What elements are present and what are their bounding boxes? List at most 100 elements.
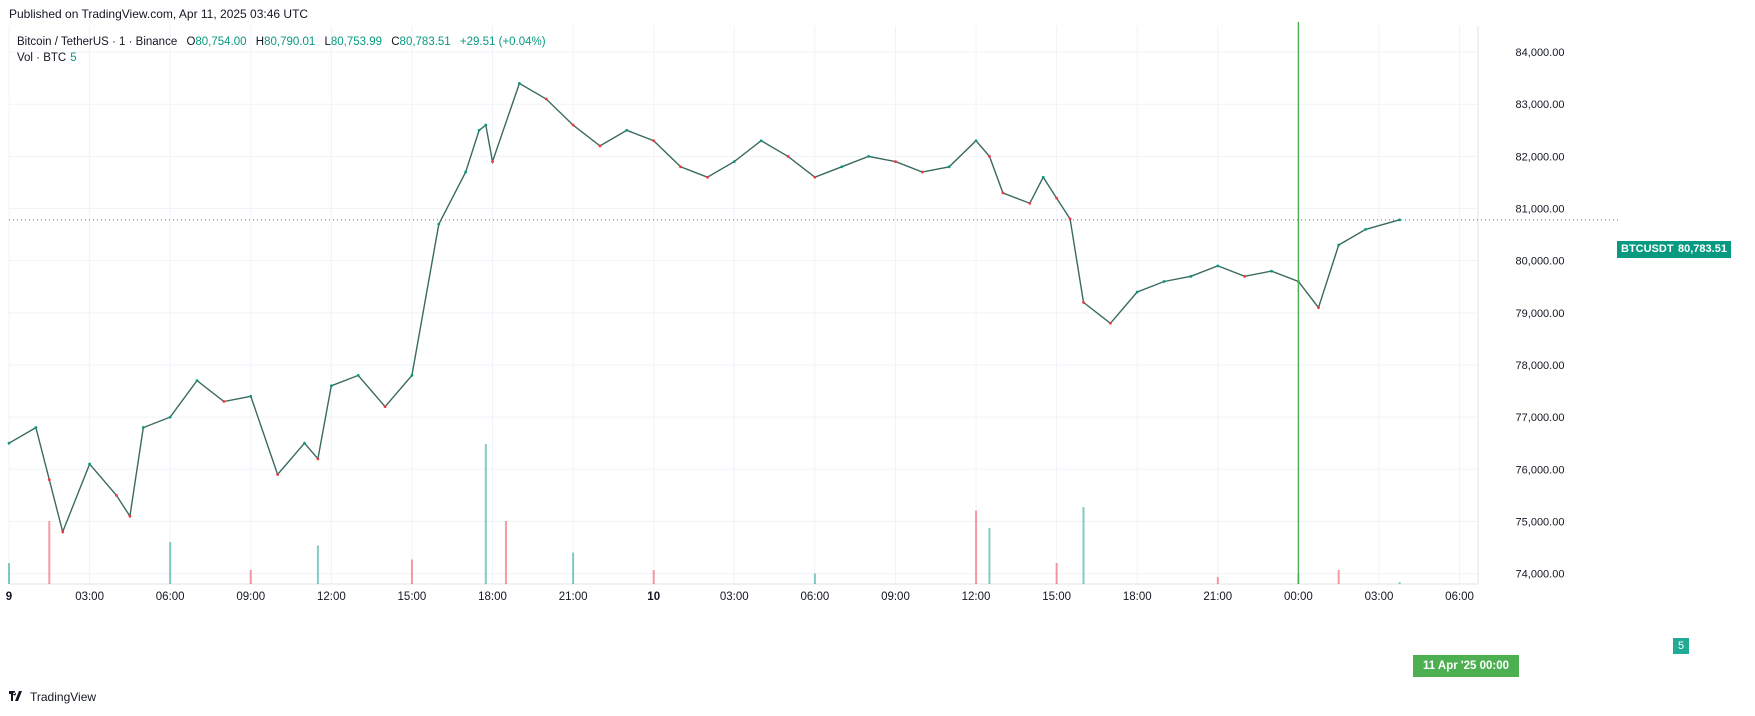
open-value: 80,754.00 — [195, 36, 247, 48]
price-point — [437, 222, 441, 226]
price-point — [1243, 274, 1247, 278]
volume-bar — [484, 444, 487, 584]
price-point — [222, 400, 226, 403]
price-point — [652, 139, 656, 143]
price-point — [477, 128, 481, 132]
price-point — [410, 374, 414, 377]
price-line — [8, 82, 1400, 535]
x-tick-label: 15:00 — [1042, 591, 1071, 603]
price-point — [1041, 175, 1045, 179]
price-point — [947, 165, 951, 169]
price-point — [1317, 306, 1320, 310]
price-point — [383, 405, 387, 409]
volume-bar — [169, 542, 172, 584]
x-tick-label: 06:00 — [156, 591, 185, 603]
volume-bar — [504, 521, 507, 584]
price-point — [786, 154, 790, 158]
x-tick-label: 9 — [6, 591, 12, 603]
volume-bar — [988, 528, 991, 584]
price-point — [1135, 290, 1139, 294]
x-tick-label: 18:00 — [1123, 591, 1152, 603]
price-point — [7, 441, 11, 445]
price-point — [813, 175, 817, 179]
price-point — [356, 374, 360, 377]
close-value: 80,783.51 — [399, 36, 451, 48]
price-point — [128, 514, 132, 518]
price-point — [316, 457, 320, 461]
y-tick-label: 84,000.00 — [1516, 47, 1565, 59]
price-point — [544, 97, 548, 101]
volume-bar — [1216, 577, 1219, 584]
price-point — [303, 441, 306, 445]
price-point — [249, 394, 253, 398]
volume-bar — [1337, 570, 1340, 584]
chart-legend: Bitcoin / TetherUS · 1 · Binance O80,754… — [17, 34, 546, 66]
x-tick-label: 10 — [647, 591, 660, 603]
price-point — [625, 128, 629, 132]
volume-bar — [975, 510, 978, 584]
volume-bar — [316, 545, 319, 584]
symbol-label[interactable]: Bitcoin / TetherUS · 1 · Binance — [17, 36, 178, 48]
price-point — [974, 139, 978, 143]
price-point — [1162, 280, 1166, 283]
volume-tag: 5 — [1673, 638, 1690, 654]
y-tick-label: 79,000.00 — [1516, 308, 1565, 320]
tradingview-logo-icon[interactable] — [9, 690, 25, 704]
ohlc-row: Bitcoin / TetherUS · 1 · Binance O80,754… — [17, 34, 546, 50]
price-point — [1001, 191, 1005, 195]
volume-row: Vol · BTC 5 — [17, 50, 546, 66]
price-point — [195, 379, 199, 383]
crosshair-time-label: 11 Apr '25 00:00 — [1413, 655, 1519, 677]
y-tick-label: 81,000.00 — [1516, 204, 1565, 216]
price-point — [1337, 243, 1341, 247]
low-label: L — [324, 36, 331, 48]
x-tick-label: 12:00 — [317, 591, 346, 603]
price-point — [1398, 218, 1401, 222]
price-point — [329, 384, 333, 388]
price-point — [276, 473, 280, 476]
low-value: 80,753.99 — [330, 36, 383, 48]
price-point — [1028, 201, 1032, 205]
price-point — [1364, 227, 1367, 231]
open-label: O — [186, 36, 196, 48]
price-point — [1189, 274, 1193, 278]
footer-brand[interactable]: TradingView — [30, 690, 97, 704]
change-value: +29.51 (+0.04%) — [459, 36, 546, 48]
price-point — [61, 530, 65, 534]
high-label: H — [255, 36, 265, 48]
price-point — [1270, 269, 1273, 273]
x-tick-label: 18:00 — [478, 591, 507, 603]
y-tick-label: 83,000.00 — [1516, 99, 1565, 111]
y-tick-label: 77,000.00 — [1516, 412, 1565, 424]
price-point — [988, 154, 991, 158]
price-point — [598, 144, 602, 148]
x-tick-label: 09:00 — [881, 591, 910, 603]
volume-bar — [1055, 563, 1058, 584]
volume-bar — [8, 563, 10, 584]
volume-bar — [652, 570, 655, 584]
price-point — [732, 160, 736, 163]
price-point — [141, 426, 145, 429]
volume-label[interactable]: Vol · BTC — [17, 52, 67, 64]
y-tick-label: 75,000.00 — [1516, 516, 1565, 528]
price-point — [706, 175, 709, 179]
close-label: C — [391, 36, 400, 48]
x-tick-label: 21:00 — [1203, 591, 1232, 603]
x-tick-label: 03:00 — [1365, 591, 1394, 603]
price-point — [34, 426, 38, 429]
price-point — [1055, 196, 1059, 200]
price-point — [894, 160, 897, 163]
y-tick-label: 82,000.00 — [1516, 151, 1565, 163]
x-tick-label: 15:00 — [398, 591, 427, 603]
x-tick-label: 21:00 — [559, 591, 588, 603]
y-tick-label: 80,000.00 — [1516, 256, 1565, 268]
price-point — [517, 81, 521, 85]
price-point — [571, 123, 575, 127]
x-tick-label: 06:00 — [1445, 591, 1474, 603]
price-point — [679, 165, 682, 169]
x-tick-label: 00:00 — [1284, 591, 1313, 603]
x-tick-label: 03:00 — [720, 591, 749, 603]
price-point — [491, 160, 494, 163]
volume-value: 5 — [70, 52, 77, 64]
